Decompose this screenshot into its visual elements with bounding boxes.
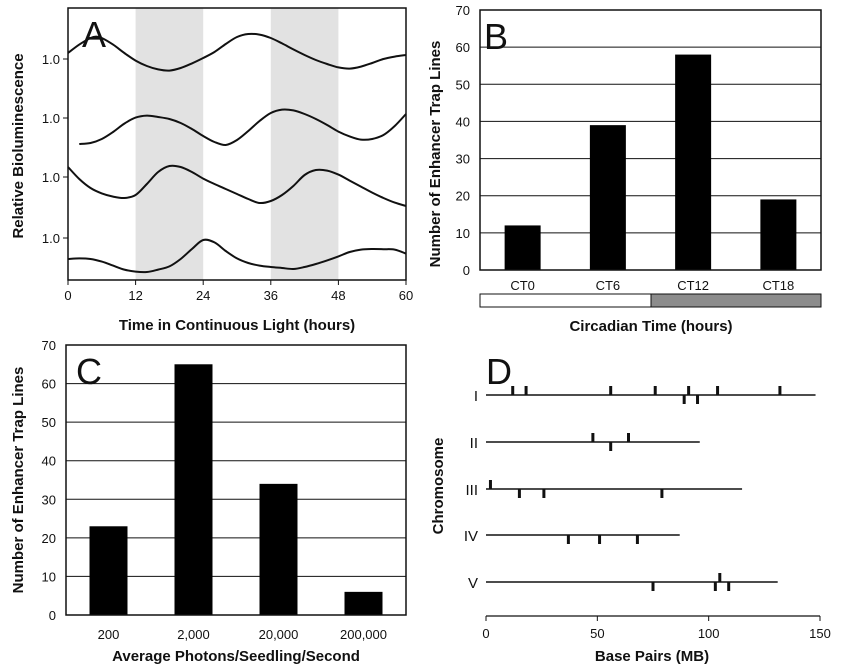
panel-b-xtick-label: CT12 (677, 278, 709, 293)
panel-a-xtick-label: 12 (128, 288, 142, 303)
panel-b-ytick-label: 20 (456, 189, 470, 204)
panel-c-ytick-label: 50 (42, 415, 56, 430)
panel-a: 0 12 24 36 48 60 1.0 1.0 1.0 1.0 A Relative Biol… (10, 7, 413, 334)
panel-c-ytick-label: 60 (42, 377, 56, 392)
panel-c-xtick-label: 20,000 (259, 627, 299, 642)
panel-d-ylabel: Chromosome (430, 438, 447, 535)
panel-c-ylabel: Number of Enhancer Trap Lines (10, 367, 27, 594)
panel-a-ytick-label: 1.0 (42, 52, 60, 67)
panel-a-xtick-label: 0 (64, 288, 71, 303)
panel-b-ytick-label: 40 (456, 114, 470, 129)
panel-b-letter: B (484, 16, 508, 57)
panel-a-ylabel: Relative Bioluminescence (10, 53, 27, 238)
panel-d-xtick-label: 150 (809, 626, 831, 641)
panel-b-bar (760, 199, 797, 270)
panel-b: 0 10 20 30 40 50 60 70 CT0 CT6 CT12 CT18 B Number … (427, 3, 822, 335)
panel-b-bar (589, 125, 626, 271)
panel-b-ylabel: Number of Enhancer Trap Lines (427, 41, 444, 268)
panel-c-xtick-label: 200 (98, 627, 120, 642)
panel-b-xtick-label: CT6 (596, 278, 621, 293)
panel-d-xtick-label: 0 (482, 626, 489, 641)
panel-b-bar (675, 54, 712, 271)
panel-c-letter: C (76, 351, 102, 392)
panel-c-ytick-label: 0 (49, 608, 56, 623)
panel-b-day-segment (479, 293, 652, 308)
panel-d-chromosome-label: V (468, 575, 478, 592)
panel-b-ytick-label: 50 (456, 77, 470, 92)
panel-a-trace-4 (67, 238, 407, 274)
panel-d-chromosome-label: II (470, 435, 478, 452)
panel-c-ytick-label: 20 (42, 531, 56, 546)
panel-a-ytick-label: 1.0 (42, 231, 60, 246)
panel-c-frame (65, 344, 407, 616)
panel-a-trace-2 (79, 108, 407, 147)
panel-a-xtick-label: 48 (331, 288, 345, 303)
panel-b-ytick-label: 70 (456, 3, 470, 18)
panel-a-trace-1 (67, 32, 407, 72)
panel-a-shaded-band (135, 8, 204, 280)
panel-d-chromosome-label: III (465, 482, 478, 499)
panel-c-ytick-label: 40 (42, 454, 56, 469)
panel-d-xtick-label: 50 (590, 626, 604, 641)
panel-b-ytick-label: 60 (456, 40, 470, 55)
panel-a-ytick-label: 1.0 (42, 111, 60, 126)
panel-b-night-segment (650, 293, 822, 308)
panel-a-xtick-label: 36 (264, 288, 278, 303)
panel-b-xtick-label: CT18 (762, 278, 794, 293)
panel-a-trace-3 (67, 164, 407, 207)
panel-c-xlabel: Average Photons/Seedling/Second (112, 648, 360, 665)
panel-b-xtick-label: CT0 (510, 278, 535, 293)
panel-a-letter: A (82, 14, 106, 55)
panel-c-ytick-label: 10 (42, 569, 56, 584)
panel-d-chromosome-label: IV (464, 528, 478, 545)
panel-c-xtick-label: 200,000 (340, 627, 387, 642)
panel-b-ytick-label: 30 (456, 152, 470, 167)
panel-c-xtick-label: 2,000 (177, 627, 210, 642)
panel-b-ytick-label: 0 (463, 263, 470, 278)
panel-c-ytick-label: 30 (42, 492, 56, 507)
panel-c-bar (259, 483, 298, 615)
panel-a-xtick-label: 60 (399, 288, 413, 303)
panel-d-xtick-label: 100 (698, 626, 720, 641)
panel-d-chromosome-label: I (474, 388, 478, 405)
panel-a-xtick-label: 24 (196, 288, 210, 303)
panel-c-bar (174, 364, 213, 615)
panel-b-ytick-label: 10 (456, 226, 470, 241)
panel-b-frame (479, 9, 822, 271)
panel-c-bar (344, 591, 383, 615)
panel-a-xlabel: Time in Continuous Light (hours) (119, 317, 355, 334)
panel-b-bar (504, 225, 541, 270)
panel-c-bar (89, 526, 128, 615)
panel-d-xlabel: Base Pairs (MB) (595, 648, 709, 665)
panel-c-ytick-label: 70 (42, 338, 56, 353)
panel-b-xlabel: Circadian Time (hours) (569, 318, 732, 335)
panel-d-letter: D (486, 351, 512, 392)
panel-a-shaded-band (270, 8, 339, 280)
panel-a-frame (67, 7, 407, 281)
panel-a-ytick-label: 1.0 (42, 170, 60, 185)
